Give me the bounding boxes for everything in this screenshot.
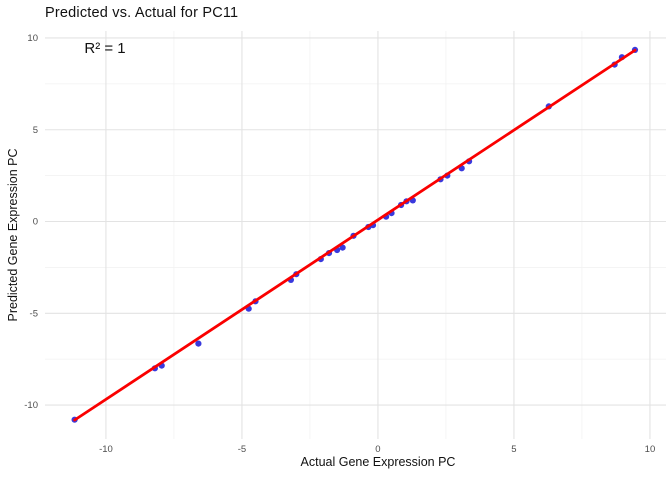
x-tick-label: 10 — [645, 444, 656, 455]
y-axis-title: Predicted Gene Expression PC — [6, 148, 20, 322]
data-point — [195, 340, 202, 347]
plot-title: Predicted vs. Actual for PC11 — [45, 5, 239, 21]
y-tick-label: -5 — [30, 308, 38, 319]
y-tick-label: 0 — [33, 217, 38, 228]
x-axis-title: Actual Gene Expression PC — [0, 455, 672, 469]
x-tick-label: -10 — [99, 444, 113, 455]
y-tick-label: -10 — [24, 400, 38, 411]
regression-line — [73, 48, 637, 422]
r-squared-annotation: R² = 1 — [84, 40, 126, 57]
x-tick-label: -5 — [238, 444, 246, 455]
x-tick-label: 5 — [511, 444, 516, 455]
x-axis-title-text: Actual Gene Expression PC — [300, 455, 456, 469]
y-tick-label: 5 — [33, 125, 38, 136]
y-tick-label: 10 — [27, 33, 38, 44]
data-point — [339, 244, 346, 251]
x-tick-label: 0 — [375, 444, 380, 455]
